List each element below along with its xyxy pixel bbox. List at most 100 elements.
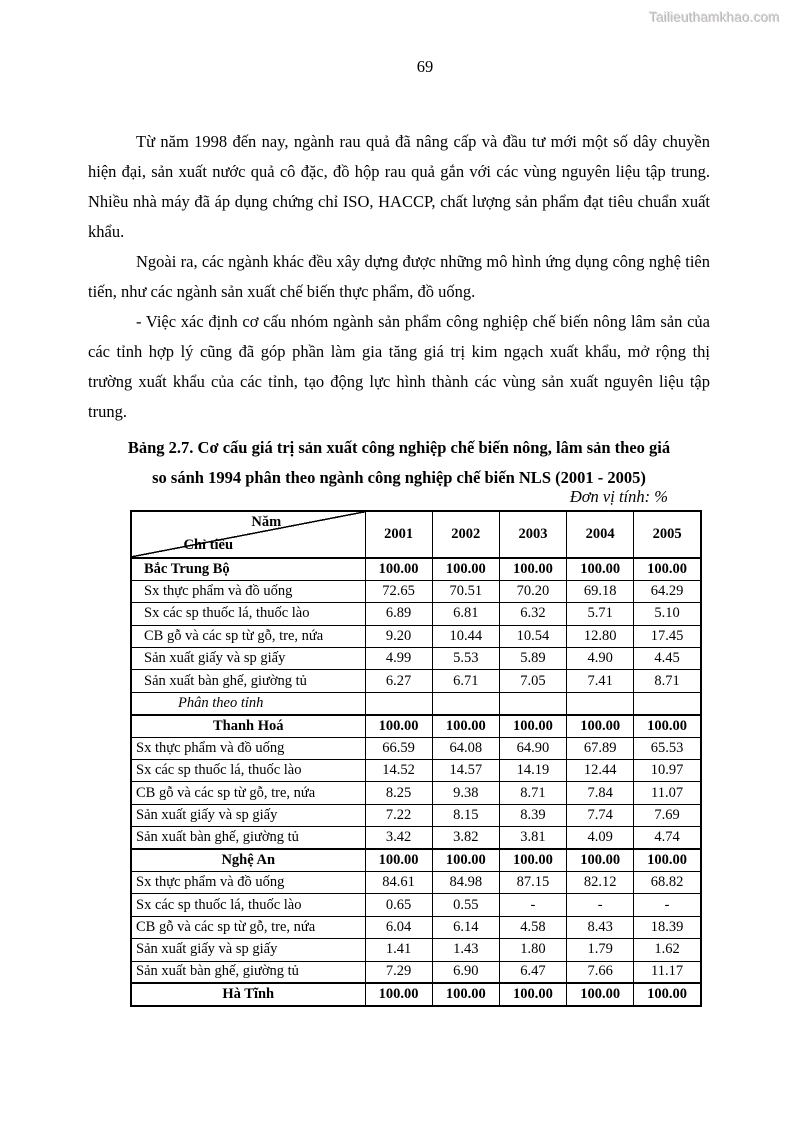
cell-value: 3.81 — [498, 826, 568, 850]
cell-value: 64.29 — [633, 579, 702, 604]
cell-value: 5.10 — [633, 602, 702, 626]
table-header-row: Năm Chỉ tiêu 2001 2002 2003 2004 2005 — [130, 510, 702, 559]
cell-value: 9.20 — [364, 624, 433, 649]
cell-value — [498, 691, 568, 716]
table-row: Sản xuất bàn ghế, giường tủ 3.42 3.82 3.81 4… — [130, 826, 702, 850]
page-number: 69 — [416, 57, 434, 76]
row-label: Sản xuất giấy và sp giấy — [130, 803, 366, 828]
cell-value: 11.07 — [633, 781, 702, 805]
cell-value: 1.62 — [633, 938, 702, 962]
paragraph: Ngoài ra, các ngành khác đều xây dựng đư… — [88, 252, 710, 301]
cell-value — [431, 691, 500, 716]
cell-value: 1.43 — [431, 938, 500, 962]
cell-value: 67.89 — [566, 736, 635, 761]
cell-value: 68.82 — [633, 870, 702, 895]
unit-note: Đơn vị tính: % — [569, 487, 668, 506]
cell-value: 82.12 — [566, 870, 635, 895]
cell-value: 4.09 — [566, 826, 635, 850]
row-label: Sx các sp thuốc lá, thuốc lào — [130, 602, 366, 626]
cell-value: 8.25 — [364, 781, 433, 805]
row-label: Sx thực phẩm và đồ uống — [130, 870, 366, 895]
table-row: Sx thực phẩm và đồ uống 72.65 70.51 70.20 69… — [130, 579, 702, 604]
cell-value: 9.38 — [431, 781, 500, 805]
row-label: Sản xuất bàn ghế, giường tủ — [130, 826, 366, 850]
cell-value: 8.39 — [498, 803, 568, 828]
cell-value: 84.61 — [364, 870, 433, 895]
cell-value: 100.00 — [566, 557, 635, 581]
cell-value: 5.89 — [498, 647, 568, 671]
cell-value: 87.15 — [498, 870, 568, 895]
corner-label-criteria: Chỉ tiêu — [183, 537, 234, 553]
cell-value: 1.41 — [364, 938, 433, 962]
corner-label-year: Năm — [251, 514, 282, 530]
row-label: Sx thực phẩm và đồ uống — [130, 736, 366, 761]
cell-value: 65.53 — [633, 736, 702, 761]
cell-value: 10.97 — [633, 759, 702, 783]
cell-value: 7.22 — [364, 803, 433, 828]
cell-value: 4.99 — [364, 647, 433, 671]
cell-value: 10.54 — [498, 624, 568, 649]
cell-value — [566, 691, 635, 716]
cell-value: 100.00 — [431, 557, 500, 581]
table-row: Bắc Trung Bộ 100.00 100.00 100.00 100.00 100.… — [130, 557, 702, 581]
cell-value: 7.66 — [566, 960, 635, 984]
table-row: CB gỗ và các sp từ gỗ, tre, nứa 6.04 6.14 4… — [130, 915, 702, 940]
row-label: Nghệ An — [130, 848, 366, 872]
table-caption-line2: so sánh 1994 phân theo ngành công nghiệp… — [152, 468, 646, 487]
cell-value: 64.08 — [431, 736, 500, 761]
cell-value: 6.71 — [431, 669, 500, 693]
row-label: Sản xuất giấy và sp giấy — [130, 938, 366, 962]
watermark: Tailieuthamkhao.com — [649, 10, 780, 25]
year-header: 2005 — [633, 510, 702, 559]
row-label: Hà Tĩnh — [130, 982, 366, 1007]
cell-value: 1.80 — [498, 938, 568, 962]
cell-value: 1.79 — [566, 938, 635, 962]
table-row: Hà Tĩnh 100.00 100.00 100.00 100.00 100.00 — [130, 982, 702, 1007]
row-label: Thanh Hoá — [130, 713, 366, 738]
cell-value: 7.69 — [633, 803, 702, 828]
row-label: Sản xuất bàn ghế, giường tủ — [130, 669, 366, 693]
cell-value: 5.53 — [431, 647, 500, 671]
row-label: Sản xuất giấy và sp giấy — [130, 647, 366, 671]
cell-value: 100.00 — [633, 982, 702, 1007]
table-row: Sản xuất giấy và sp giấy 7.22 8.15 8.39 7.74… — [130, 803, 702, 828]
cell-value: 100.00 — [498, 557, 568, 581]
cell-value: 11.17 — [633, 960, 702, 984]
table-row: Sản xuất giấy và sp giấy 1.41 1.43 1.80 1.79… — [130, 938, 702, 962]
year-header: 2001 — [364, 510, 433, 559]
cell-value: 100.00 — [364, 713, 433, 738]
row-label: Sx thực phẩm và đồ uống — [130, 579, 366, 604]
cell-value: 72.65 — [364, 579, 433, 604]
table-row: Sản xuất bàn ghế, giường tủ 6.27 6.71 7.05 7… — [130, 669, 702, 693]
cell-value: 100.00 — [633, 557, 702, 581]
cell-value: 12.80 — [566, 624, 635, 649]
table-row: Sản xuất giấy và sp giấy 4.99 5.53 5.89 4.90… — [130, 647, 702, 671]
cell-value: - — [498, 893, 568, 917]
cell-value: 14.57 — [431, 759, 500, 783]
cell-value: 4.45 — [633, 647, 702, 671]
row-label: CB gỗ và các sp từ gỗ, tre, nứa — [130, 624, 366, 649]
cell-value: 6.32 — [498, 602, 568, 626]
cell-value — [364, 691, 433, 716]
cell-value: 100.00 — [364, 848, 433, 872]
cell-value: 70.51 — [431, 579, 500, 604]
table-row: Thanh Hoá 100.00 100.00 100.00 100.00 100.00 — [130, 713, 702, 738]
cell-value: 6.04 — [364, 915, 433, 940]
cell-value: 6.47 — [498, 960, 568, 984]
table-body: Bắc Trung Bộ 100.00 100.00 100.00 100.00 100.… — [130, 557, 702, 1007]
cell-value: 10.44 — [431, 624, 500, 649]
cell-value: 100.00 — [364, 557, 433, 581]
year-header: 2003 — [498, 510, 568, 559]
cell-value: 7.05 — [498, 669, 568, 693]
table-row: CB gỗ và các sp từ gỗ, tre, nứa 9.20 10.44… — [130, 624, 702, 649]
cell-value: 3.82 — [431, 826, 500, 850]
cell-value: 6.14 — [431, 915, 500, 940]
cell-value: 100.00 — [566, 848, 635, 872]
cell-value: 8.15 — [431, 803, 500, 828]
row-label: Sản xuất bàn ghế, giường tủ — [130, 960, 366, 984]
table-caption-line1: Bảng 2.7. Cơ cấu giá trị sản xuất công n… — [127, 438, 671, 457]
row-label: Sx các sp thuốc lá, thuốc lào — [130, 759, 366, 783]
cell-value: 7.29 — [364, 960, 433, 984]
cell-value: 18.39 — [633, 915, 702, 940]
